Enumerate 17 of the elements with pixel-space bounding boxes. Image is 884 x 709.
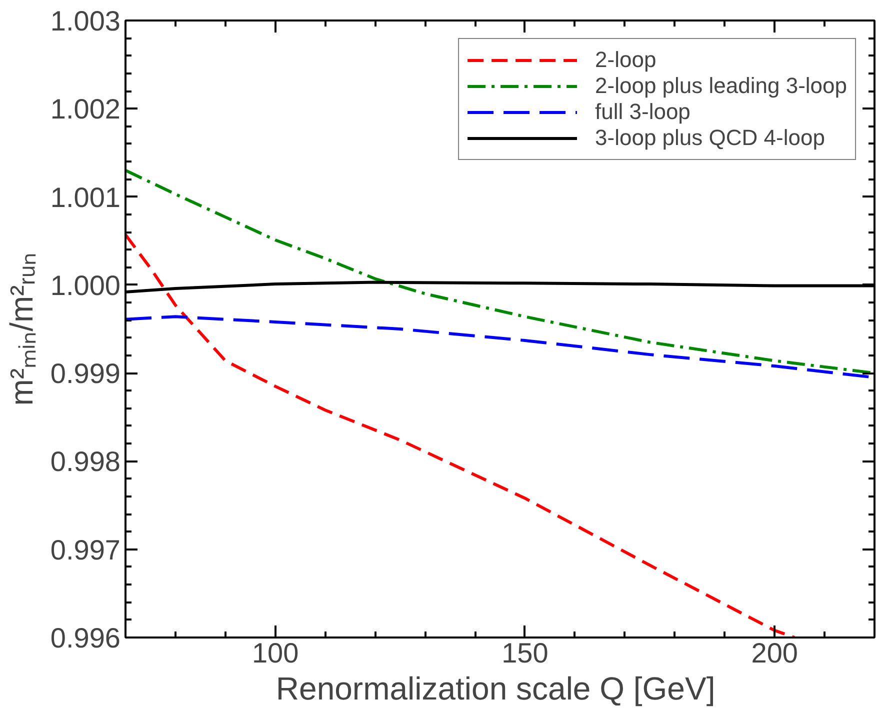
y-tick-label: 0.998 bbox=[50, 446, 121, 478]
y-tick-label: 1.000 bbox=[50, 270, 121, 301]
legend-label: 2-loop bbox=[595, 47, 656, 73]
x-axis-title: Renormalization scale Q [GeV] bbox=[276, 670, 716, 706]
x-tick-label: 100 bbox=[252, 638, 299, 668]
y-tick-label: 0.997 bbox=[50, 534, 121, 566]
x-tick-label: 200 bbox=[751, 638, 798, 668]
legend-label: 2-loop plus leading 3-loop bbox=[595, 73, 847, 99]
y-tick-label: 1.001 bbox=[50, 182, 121, 213]
legend-label: full 3-loop bbox=[595, 99, 690, 125]
y-axis-title: m²ₘᵢₙ/m²ᵣᵤₙ bbox=[3, 252, 40, 406]
y-tick-label: 0.996 bbox=[50, 622, 121, 654]
legend-label: 3-loop plus QCD 4-loop bbox=[595, 125, 825, 151]
y-tick-label: 1.003 bbox=[50, 6, 121, 36]
x-tick-label: 150 bbox=[502, 638, 548, 668]
y-tick-label: 0.999 bbox=[50, 358, 121, 390]
y-tick-label: 1.002 bbox=[50, 94, 121, 125]
